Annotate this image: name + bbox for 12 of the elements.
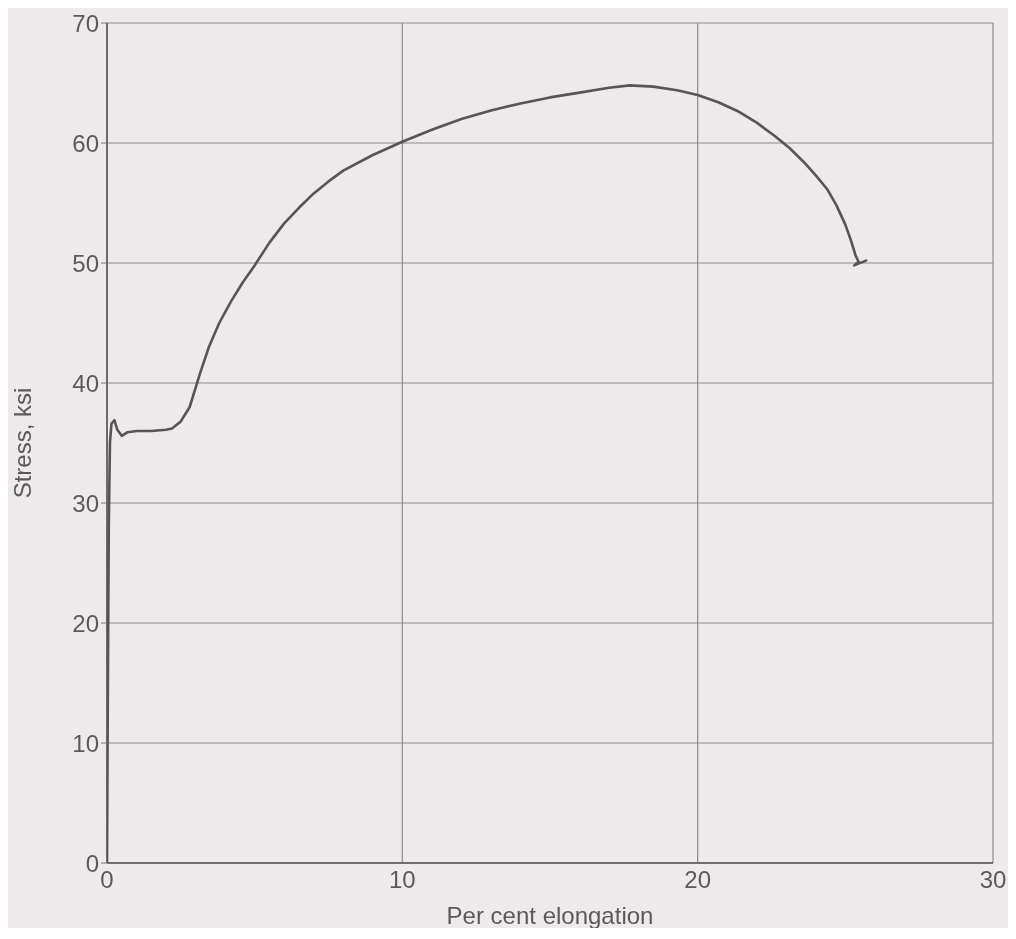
y-tick-label: 50 [72,249,99,277]
x-tick-label: 10 [388,866,416,894]
y-tick-label: 70 [72,9,99,37]
y-tick-label: 0 [85,849,99,877]
y-tick-label: 20 [72,609,99,637]
y-tick-label: 60 [72,129,99,157]
x-tick-label: 30 [979,866,1007,894]
y-tick-label: 10 [72,729,99,757]
x-tick-label: 20 [684,866,712,894]
y-axis-title: Stress, ksi [8,387,36,499]
y-tick-label: 40 [72,369,99,397]
y-tick-label: 30 [72,489,99,517]
